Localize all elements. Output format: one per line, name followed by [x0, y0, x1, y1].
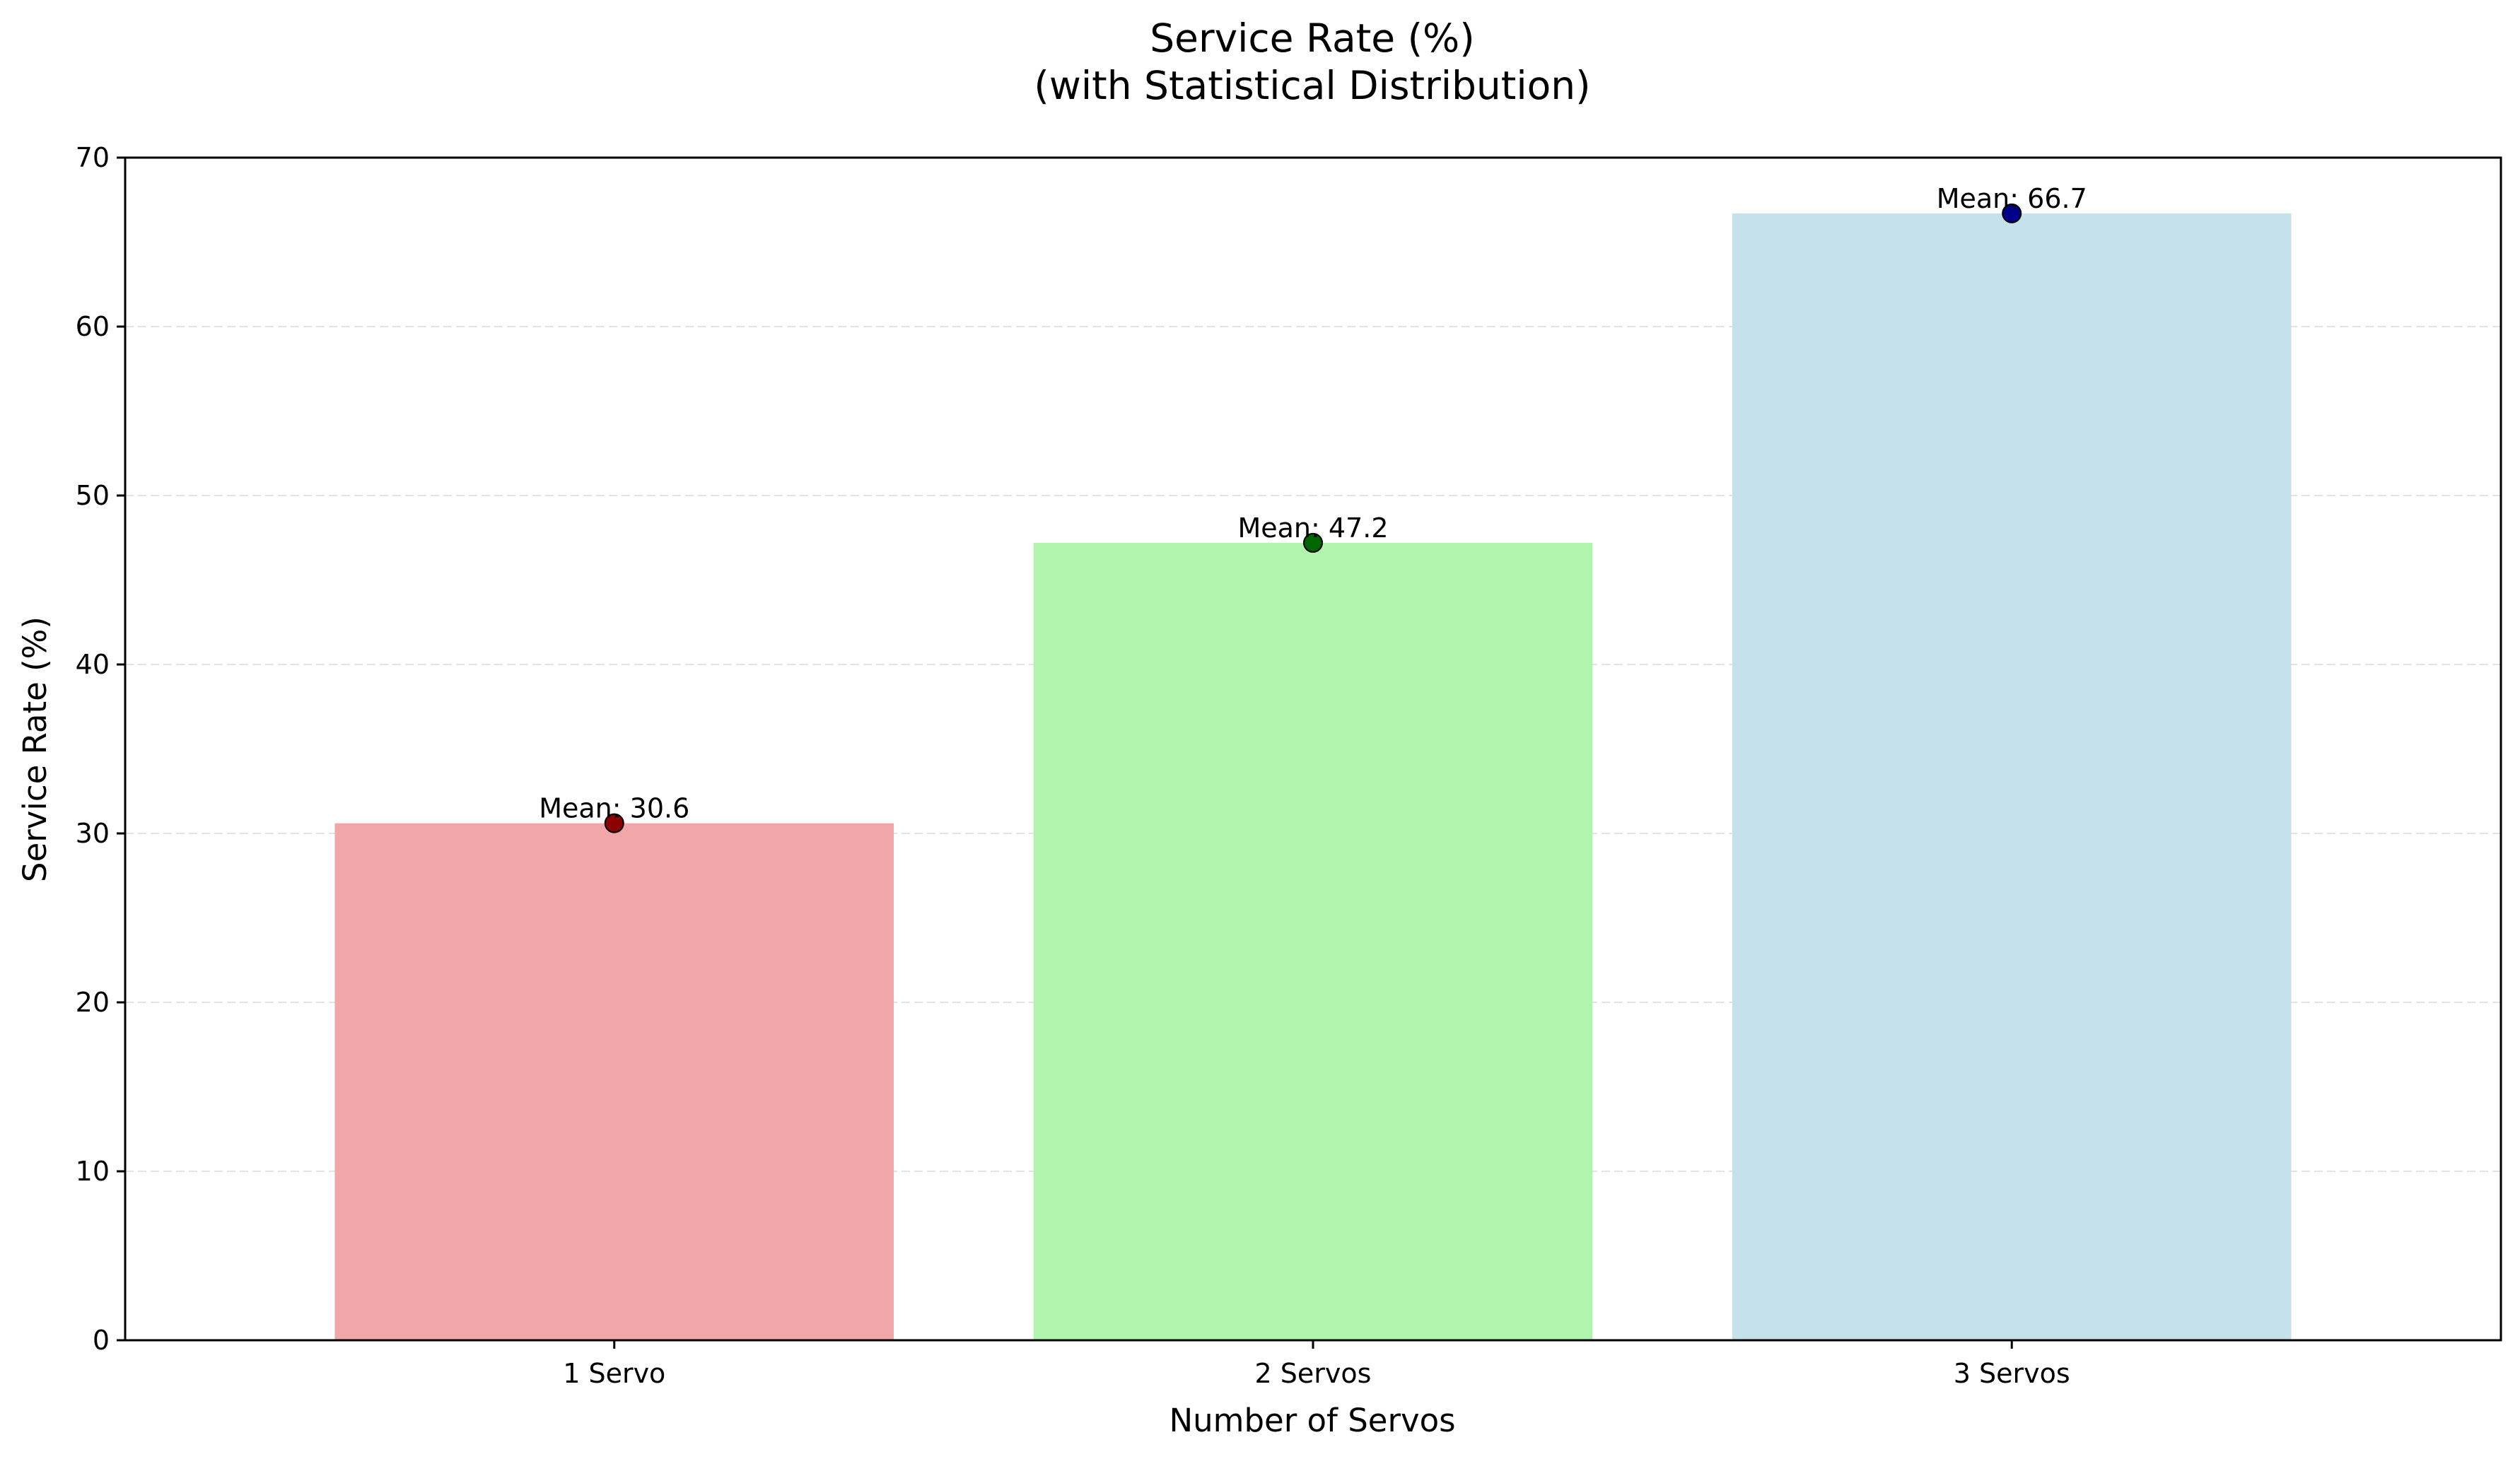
y-axis-label: Service Rate (%): [16, 616, 54, 882]
y-tick-label: 30: [76, 818, 110, 849]
chart-title: Service Rate (%): [1150, 16, 1475, 61]
y-tick-label: 20: [76, 987, 110, 1018]
bar-2: [1033, 542, 1593, 1341]
x-axis-ticks: 1 Servo 2 Servos 3 Servos: [563, 1340, 2070, 1389]
y-tick-label: 60: [76, 311, 110, 342]
bar-series: [334, 213, 2292, 1341]
mean-label-2: Mean: 47.2: [1237, 512, 1388, 544]
mean-label-3: Mean: 66.7: [1937, 183, 2087, 214]
bar-3: [1732, 213, 2292, 1340]
data-labels: Mean: 30.6 Mean: 47.2 Mean: 66.7: [539, 183, 2087, 824]
y-tick-label: 10: [76, 1156, 110, 1187]
y-tick-label: 50: [76, 480, 110, 511]
mean-markers: [604, 203, 2022, 833]
x-axis-label: Number of Servos: [1169, 1402, 1455, 1439]
x-tick-label: 2 Servos: [1255, 1358, 1372, 1389]
y-axis-ticks: 0 10 20 30 40 50 60 70: [76, 142, 125, 1356]
mean-marker-3: [2002, 203, 2022, 223]
bar-1: [334, 823, 894, 1340]
x-tick-label: 1 Servo: [563, 1358, 665, 1389]
mean-label-1: Mean: 30.6: [539, 793, 689, 824]
chart-subtitle: (with Statistical Distribution): [1034, 63, 1590, 108]
x-tick-label: 3 Servos: [1954, 1358, 2070, 1389]
y-tick-label: 40: [76, 649, 110, 680]
mean-marker-1: [604, 813, 624, 833]
y-tick-label: 70: [76, 142, 110, 173]
y-tick-label: 0: [93, 1325, 110, 1356]
mean-marker-2: [1303, 532, 1323, 553]
